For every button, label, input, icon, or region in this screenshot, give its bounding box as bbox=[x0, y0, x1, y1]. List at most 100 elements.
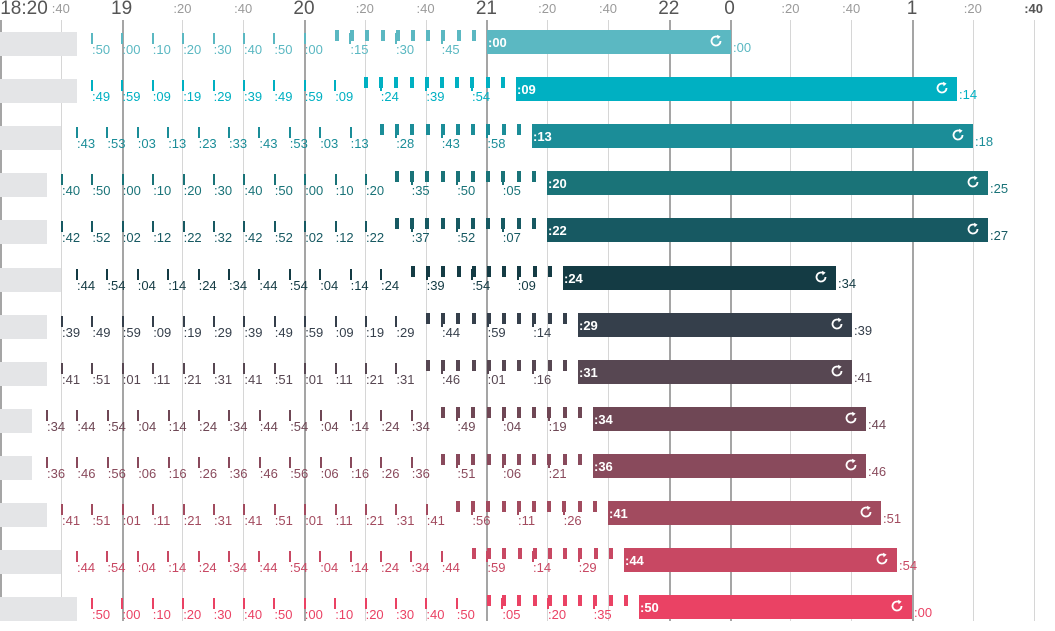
previous-period-block bbox=[0, 361, 47, 386]
stop-tick bbox=[213, 362, 215, 374]
stop-time-label: :04 bbox=[320, 418, 339, 434]
stop-tick bbox=[304, 221, 307, 233]
stop-time-label: :14 bbox=[168, 277, 187, 293]
departure-row: :39:49:59:09:19:29:39:49:59:09:19:29:44:… bbox=[0, 312, 1055, 349]
stop-tick bbox=[319, 127, 322, 139]
departure-row: :49:59:09:19:29:39:49:59:09:24:39:54:09:… bbox=[0, 77, 1055, 113]
frequent-service-dash bbox=[502, 595, 507, 607]
stop-tick bbox=[197, 551, 200, 563]
stop-tick bbox=[76, 456, 79, 468]
trip-duration-bar[interactable]: :41 bbox=[608, 501, 881, 525]
trip-duration-bar[interactable]: :00 bbox=[487, 30, 731, 54]
frequent-service-dash bbox=[395, 30, 400, 41]
trip-duration-bar[interactable]: :24 bbox=[563, 265, 836, 290]
stop-tick bbox=[167, 551, 170, 563]
frequent-service-dash bbox=[440, 218, 445, 230]
refresh-icon[interactable] bbox=[890, 599, 904, 613]
stop-time-label: :34 bbox=[229, 560, 248, 576]
axis-tick-label: 19 bbox=[111, 0, 133, 19]
frequent-service-dash bbox=[531, 218, 536, 230]
frequent-service-dash bbox=[441, 453, 445, 465]
refresh-icon[interactable] bbox=[830, 364, 844, 378]
frequent-service-dash bbox=[577, 453, 582, 465]
frequent-service-dash bbox=[394, 77, 399, 89]
trip-duration-bar[interactable]: :09 bbox=[516, 77, 957, 102]
stop-tick bbox=[213, 315, 215, 327]
stop-time-label: :39 bbox=[244, 89, 263, 105]
refresh-icon[interactable] bbox=[966, 175, 980, 189]
frequent-service-dash bbox=[441, 406, 445, 418]
frequent-service-dash bbox=[532, 501, 536, 512]
bar-end-label: :51 bbox=[883, 511, 902, 526]
frequent-service-dash bbox=[592, 501, 597, 512]
refresh-icon[interactable] bbox=[875, 552, 889, 566]
bar-start-label: :41 bbox=[609, 506, 628, 521]
stop-tick bbox=[334, 598, 337, 610]
stop-time-label: :24 bbox=[198, 560, 217, 576]
trip-duration-bar[interactable]: :20 bbox=[547, 171, 988, 196]
stop-time-label: :16 bbox=[168, 465, 187, 481]
stop-time-label: :46 bbox=[442, 371, 461, 387]
stop-time-label: :44 bbox=[77, 277, 96, 293]
refresh-icon[interactable] bbox=[709, 34, 723, 48]
departure-row: :34:44:54:04:14:24:34:44:54:04:14:24:34:… bbox=[0, 406, 1055, 443]
frequent-service-dash bbox=[486, 359, 491, 371]
refresh-icon[interactable] bbox=[814, 270, 828, 284]
stop-tick bbox=[273, 315, 276, 327]
stop-time-label: :39 bbox=[426, 89, 445, 105]
trip-duration-bar[interactable]: :50 bbox=[639, 595, 912, 620]
stop-tick bbox=[243, 33, 245, 44]
frequent-service-dash bbox=[532, 265, 537, 277]
previous-period-block bbox=[0, 32, 77, 56]
trip-duration-bar[interactable]: :34 bbox=[593, 406, 866, 431]
stop-tick bbox=[152, 504, 155, 515]
stop-time-label: :13 bbox=[350, 136, 369, 152]
stop-time-label: :24 bbox=[198, 277, 217, 293]
stop-time-label: :32 bbox=[214, 230, 233, 246]
refresh-icon[interactable] bbox=[844, 458, 858, 472]
bar-start-label: :31 bbox=[579, 364, 598, 380]
stop-time-label: :40 bbox=[244, 607, 263, 623]
stop-time-label: :31 bbox=[214, 513, 233, 528]
frequent-service-dash bbox=[531, 171, 536, 183]
stop-time-label: :54 bbox=[107, 277, 126, 293]
stop-tick bbox=[319, 551, 322, 563]
frequent-service-dash bbox=[547, 359, 552, 371]
stop-tick bbox=[289, 409, 292, 421]
stop-time-label: :53 bbox=[107, 136, 126, 152]
stop-time-label: :14 bbox=[168, 418, 187, 434]
stop-tick bbox=[151, 80, 154, 92]
frequent-service-dash bbox=[470, 77, 475, 89]
trip-duration-bar[interactable]: :31 bbox=[578, 359, 852, 384]
frequent-service-dash bbox=[593, 548, 598, 560]
frequent-service-dash bbox=[440, 77, 444, 89]
stop-time-label: :40 bbox=[426, 607, 445, 623]
stop-time-label: :04 bbox=[138, 418, 157, 434]
frequent-service-dash bbox=[486, 453, 491, 465]
frequent-service-dash bbox=[486, 406, 491, 418]
stop-time-label: :31 bbox=[396, 371, 415, 387]
stop-time-label: :11 bbox=[335, 371, 353, 387]
stop-time-label: :22 bbox=[183, 230, 202, 246]
trip-duration-bar[interactable]: :44 bbox=[624, 548, 897, 573]
refresh-icon[interactable] bbox=[966, 222, 980, 236]
refresh-icon[interactable] bbox=[951, 128, 965, 142]
refresh-icon[interactable] bbox=[844, 411, 858, 425]
trip-duration-bar[interactable]: :36 bbox=[593, 453, 866, 478]
stop-time-label: :59 bbox=[122, 89, 141, 105]
frequent-service-dash bbox=[608, 595, 613, 607]
stop-time-label: :10 bbox=[152, 42, 171, 57]
stop-time-label: :03 bbox=[137, 136, 156, 152]
trip-duration-bar[interactable]: :29 bbox=[578, 312, 852, 337]
refresh-icon[interactable] bbox=[935, 81, 949, 95]
refresh-icon[interactable] bbox=[859, 505, 873, 519]
trip-duration-bar[interactable]: :22 bbox=[547, 218, 988, 243]
stop-time-label: :44 bbox=[259, 560, 278, 576]
refresh-icon[interactable] bbox=[830, 317, 844, 331]
frequent-service-dash bbox=[502, 265, 507, 277]
stop-tick bbox=[365, 504, 367, 515]
stop-time-label: :14 bbox=[533, 560, 552, 576]
trip-duration-bar[interactable]: :13 bbox=[532, 124, 973, 149]
stop-time-label: :34 bbox=[411, 418, 430, 434]
bar-end-label: :27 bbox=[990, 228, 1009, 244]
